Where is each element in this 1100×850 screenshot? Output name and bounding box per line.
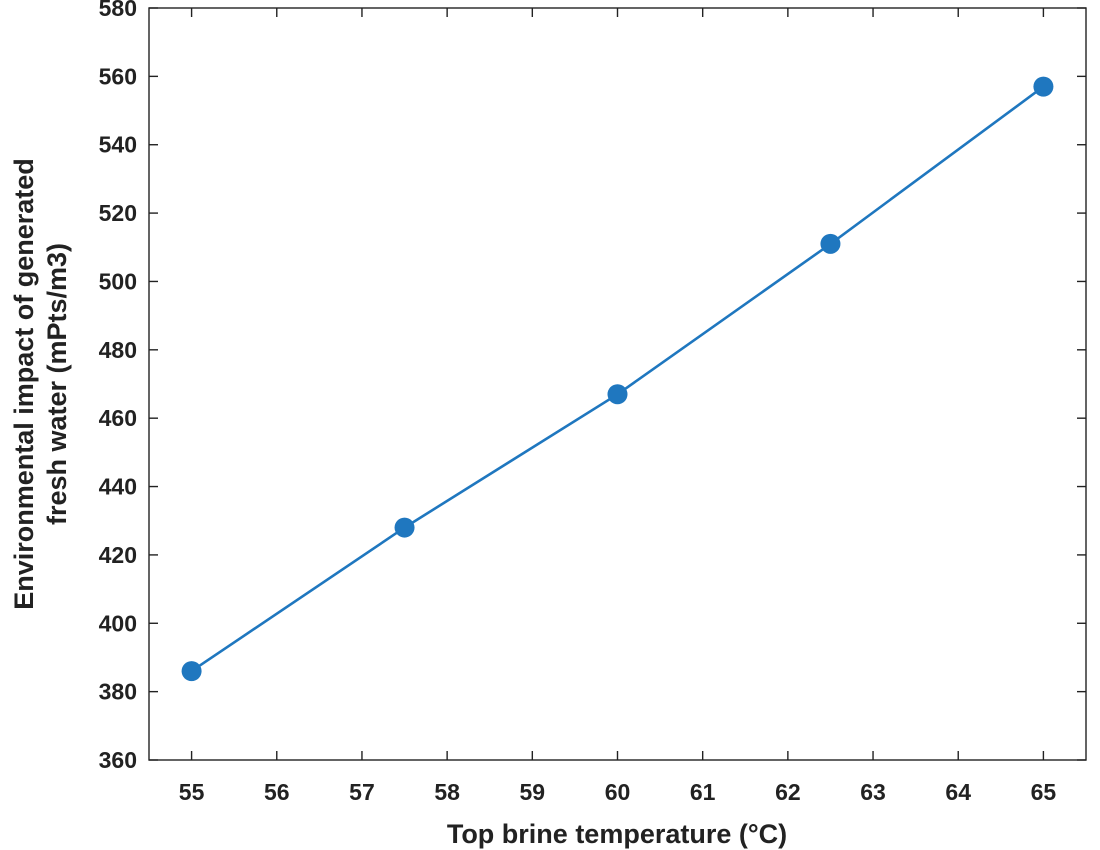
y-tick-label-5: 460 (99, 405, 137, 431)
x-tick-label-1: 56 (264, 779, 290, 805)
y-tick-label-11: 580 (99, 0, 137, 21)
y-tick-label-9: 540 (99, 132, 137, 158)
x-tick-label-3: 58 (434, 779, 460, 805)
y-axis-title: Environmental impact of generated fresh … (9, 158, 72, 610)
y-tick-label-4: 440 (99, 474, 137, 500)
y-tick-label-1: 380 (99, 679, 137, 705)
x-tick-label-9: 64 (945, 779, 971, 805)
x-tick-label-2: 57 (349, 779, 375, 805)
y-tick-label-7: 500 (99, 268, 137, 294)
x-tick-label-8: 63 (860, 779, 886, 805)
x-tick-label-6: 61 (690, 779, 716, 805)
x-axis-title: Top brine temperature (°C) (447, 819, 787, 849)
y-tick-label-8: 520 (99, 200, 137, 226)
x-tick-label-4: 59 (520, 779, 546, 805)
x-tick-label-10: 65 (1031, 779, 1057, 805)
series-layer (181, 76, 1054, 682)
data-point-2 (607, 384, 628, 405)
data-point-3 (820, 233, 841, 254)
y-axis-title-line-1: Environmental impact of generated (9, 158, 39, 610)
x-tick-label-0: 55 (179, 779, 205, 805)
plot-frame (148, 7, 1087, 761)
series-line-0 (190, 85, 1045, 673)
y-axis-title-line-2: fresh water (mPts/m3) (42, 243, 72, 525)
y-tick-label-0: 360 (99, 747, 137, 773)
data-point-4 (1033, 76, 1054, 97)
y-tick-label-10: 560 (99, 63, 137, 89)
ticks-layer: 360 380 400 420 440 460 480 500 520 540 560 580 55 56… (99, 0, 1086, 805)
data-point-0 (181, 661, 202, 682)
data-point-1 (394, 517, 415, 538)
y-tick-label-2: 400 (99, 610, 137, 636)
x-tick-label-5: 60 (605, 779, 631, 805)
x-tick-label-7: 62 (775, 779, 801, 805)
y-tick-label-6: 480 (99, 337, 137, 363)
y-tick-label-3: 420 (99, 542, 137, 568)
